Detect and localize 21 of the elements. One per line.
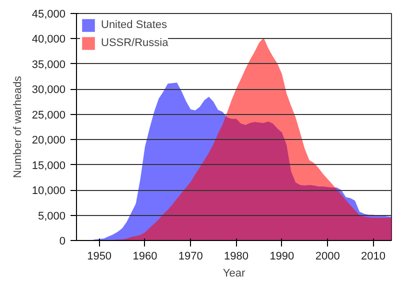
y-tick-label: 10,000 (32, 185, 66, 198)
legend-label: United States (101, 19, 168, 31)
y-tick-label: 30,000 (32, 84, 66, 96)
x-tick-label: 1960 (132, 250, 158, 262)
x-tick-label: 2000 (315, 250, 340, 262)
y-tick-label: 5,000 (38, 210, 66, 222)
x-tick-label: 1950 (87, 250, 112, 262)
y-tick-label: 25,000 (32, 109, 66, 122)
legend-label: USSR/Russia (101, 37, 168, 49)
y-tick-label: 0 (59, 236, 66, 248)
y-tick-label: 35,000 (32, 58, 66, 71)
y-tick-label: 20,000 (32, 134, 66, 147)
x-tick-label: 1970 (178, 250, 203, 262)
y-tick-label: 40,000 (32, 34, 66, 46)
y-tick-label: 45,000 (32, 8, 66, 20)
x-tick-label: 1980 (224, 250, 249, 262)
x-tick-label: 1990 (270, 250, 294, 262)
y-tick-label: 15,000 (32, 160, 66, 172)
y-axis-title: Number of warheads (12, 75, 24, 178)
x-axis-title: Year (222, 268, 246, 280)
x-tick-label: 2010 (361, 250, 386, 262)
